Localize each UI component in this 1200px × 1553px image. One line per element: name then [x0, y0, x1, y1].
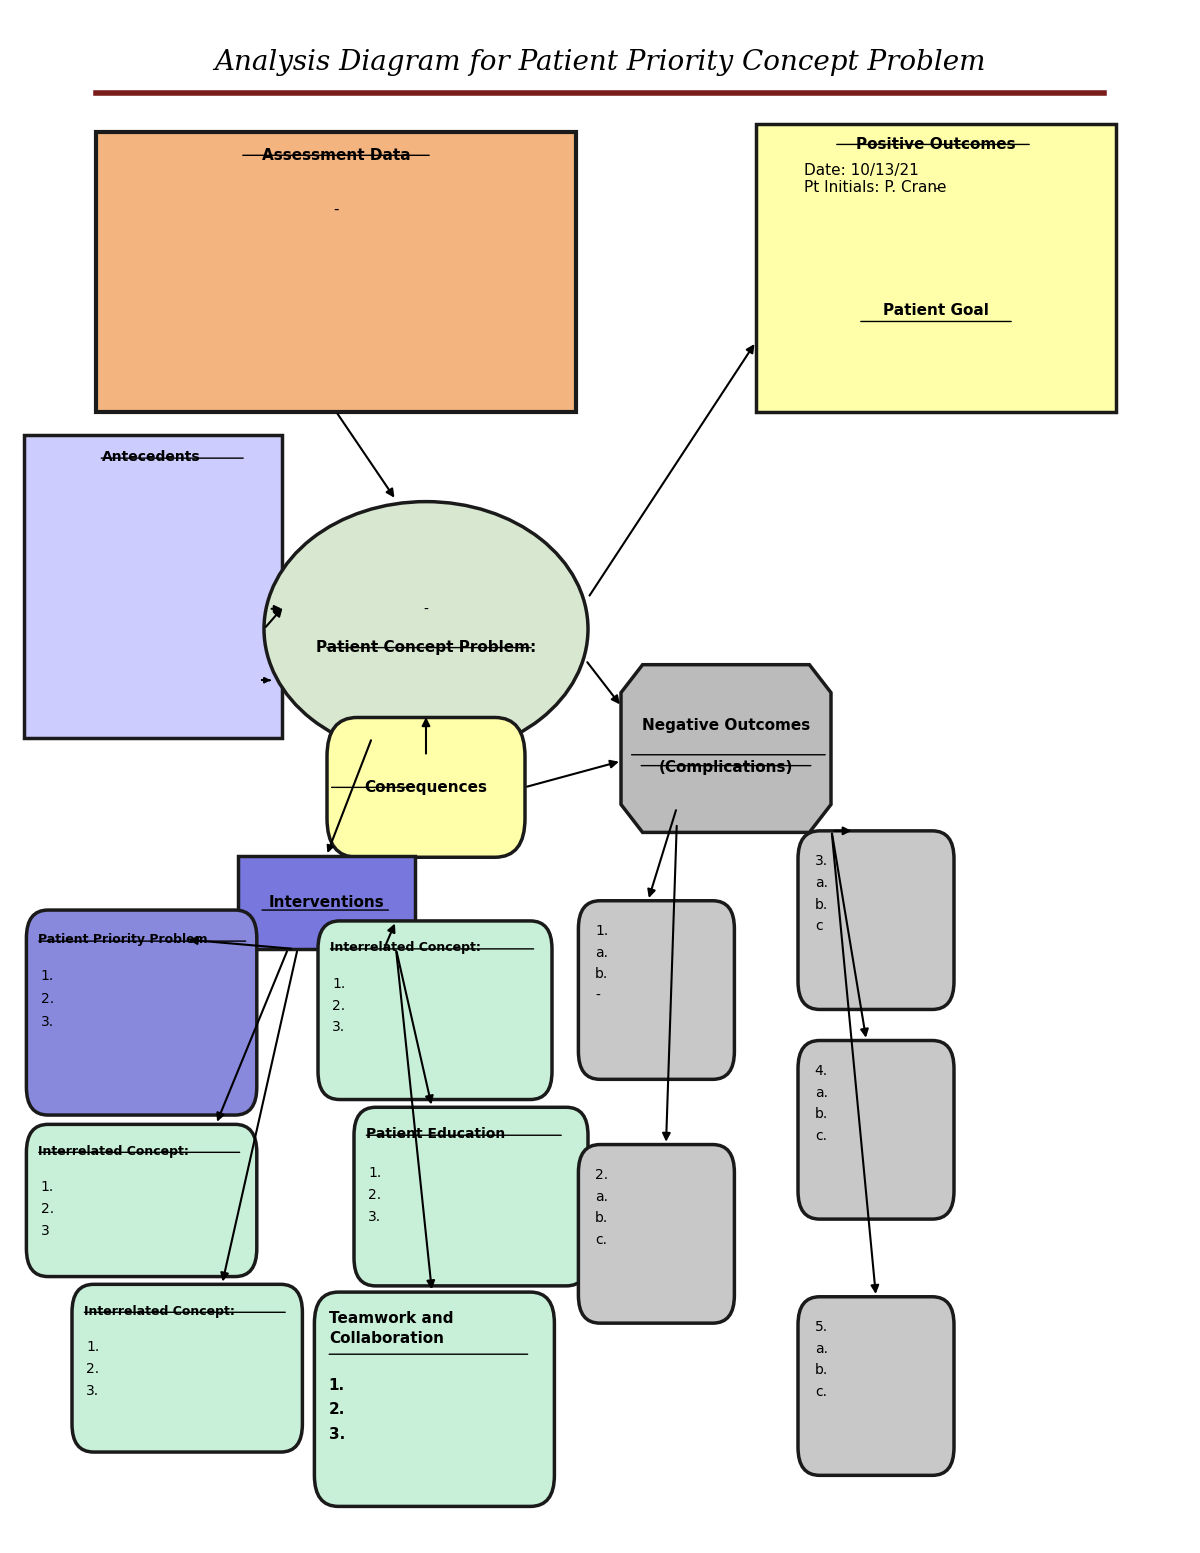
FancyBboxPatch shape	[326, 717, 526, 857]
Text: Consequences: Consequences	[365, 780, 487, 795]
Text: 5.
a.
b.
c.: 5. a. b. c.	[815, 1320, 828, 1399]
Text: 1.
2.
3.: 1. 2. 3.	[86, 1340, 100, 1398]
Text: Assessment Data: Assessment Data	[262, 148, 410, 163]
Text: Patient Education: Patient Education	[366, 1127, 505, 1141]
Text: Interventions: Interventions	[269, 895, 384, 910]
Text: 4.
a.
b.
c.: 4. a. b. c.	[815, 1064, 828, 1143]
Text: -: -	[934, 183, 938, 197]
Ellipse shape	[264, 502, 588, 756]
Text: -: -	[334, 202, 338, 217]
FancyBboxPatch shape	[26, 910, 257, 1115]
Text: Analysis Diagram for Patient Priority Concept Problem: Analysis Diagram for Patient Priority Co…	[215, 48, 985, 76]
FancyBboxPatch shape	[72, 1284, 302, 1452]
Text: Positive Outcomes: Positive Outcomes	[856, 137, 1016, 152]
Text: 1.
2.
3.: 1. 2. 3.	[332, 977, 346, 1034]
Bar	[756, 124, 1116, 412]
Text: Interrelated Concept:: Interrelated Concept:	[38, 1145, 190, 1157]
FancyBboxPatch shape	[26, 1124, 257, 1277]
Text: 2.
a.
b.
c.: 2. a. b. c.	[595, 1168, 608, 1247]
FancyBboxPatch shape	[798, 1041, 954, 1219]
FancyBboxPatch shape	[798, 831, 954, 1009]
Text: Interrelated Concept:: Interrelated Concept:	[330, 941, 481, 954]
Text: Date: 10/13/21
Pt Initials: P. Crane: Date: 10/13/21 Pt Initials: P. Crane	[804, 163, 947, 196]
Bar	[96, 132, 576, 412]
Text: (Complications): (Complications)	[659, 759, 793, 775]
Text: Interrelated Concept:: Interrelated Concept:	[84, 1305, 235, 1317]
Text: Patient Concept Problem:: Patient Concept Problem:	[316, 640, 536, 655]
Bar	[24, 435, 282, 738]
Text: Negative Outcomes: Negative Outcomes	[642, 717, 810, 733]
Polygon shape	[622, 665, 830, 832]
FancyBboxPatch shape	[798, 1297, 954, 1475]
Text: 3.
a.
b.
c: 3. a. b. c	[815, 854, 828, 933]
Bar	[238, 856, 415, 949]
Text: Teamwork and
Collaboration: Teamwork and Collaboration	[329, 1311, 454, 1345]
Text: 1.
2.
3.: 1. 2. 3.	[41, 969, 54, 1028]
Text: 1.
a.
b.
-: 1. a. b. -	[595, 924, 608, 1003]
Text: Patient Goal: Patient Goal	[883, 303, 989, 318]
FancyBboxPatch shape	[314, 1292, 554, 1506]
FancyBboxPatch shape	[354, 1107, 588, 1286]
FancyBboxPatch shape	[578, 1145, 734, 1323]
Text: Antecedents: Antecedents	[102, 450, 200, 464]
Text: 1.
2.
3: 1. 2. 3	[41, 1180, 54, 1238]
Text: Patient Priority Problem: Patient Priority Problem	[38, 933, 208, 946]
Text: -: -	[424, 603, 428, 618]
FancyBboxPatch shape	[318, 921, 552, 1100]
FancyBboxPatch shape	[578, 901, 734, 1079]
Text: 1.
2.
3.: 1. 2. 3.	[329, 1378, 346, 1441]
Text: 1.
2.
3.: 1. 2. 3.	[368, 1166, 382, 1224]
